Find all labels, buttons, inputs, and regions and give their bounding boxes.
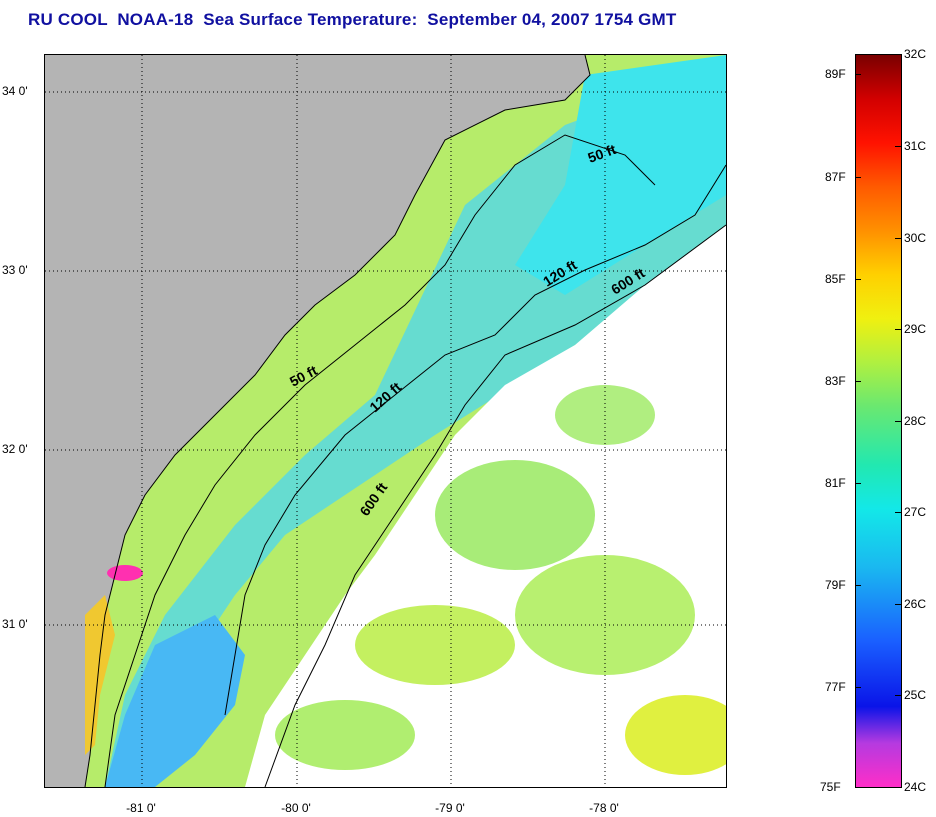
lon-label-78: -78 0' [589, 801, 619, 815]
lat-label-32: 32 0' [2, 442, 28, 456]
lat-label-34: 34 0' [2, 84, 28, 98]
colorbar-label-25c: 25C [904, 688, 927, 702]
cb-tick [855, 483, 861, 484]
lat-label-31: 31 0' [2, 617, 28, 631]
cb-tick [855, 585, 861, 586]
colorbar-label-26c: 26C [904, 597, 927, 611]
colorbar-label-83f: 83F [825, 374, 846, 388]
isobath-600ft [264, 224, 726, 787]
sst-map: 50 ft 50 ft 120 ft 120 ft 600 ft 600 ft [44, 54, 727, 788]
upper-cyan-water [515, 55, 726, 295]
cb-tick [855, 687, 861, 688]
lon-label-81: -81 0' [126, 801, 156, 815]
colorbar-label-87f: 87F [825, 170, 846, 184]
map-canvas: 50 ft 50 ft 120 ft 120 ft 600 ft 600 ft [45, 55, 726, 787]
offshore-patch-4 [625, 695, 726, 775]
cb-tick [895, 604, 901, 605]
isobath-120ft [224, 164, 726, 716]
colorbar-label-27c: 27C [904, 505, 927, 519]
land-mass [45, 55, 590, 787]
colorbar-label-81f: 81F [825, 476, 846, 490]
colorbar-label-30c: 30C [904, 231, 927, 245]
cb-tick [895, 512, 901, 513]
colorbar-label-85f: 85F [825, 272, 846, 286]
cb-tick [895, 695, 901, 696]
hot-spot [107, 565, 143, 581]
cb-tick [895, 146, 901, 147]
cold-patch [105, 615, 245, 787]
colorbar-label-75f: 75F [820, 780, 841, 794]
cb-tick [895, 329, 901, 330]
cb-tick [855, 177, 861, 178]
cb-tick [895, 238, 901, 239]
isobath-50ft [104, 134, 656, 787]
temperature-colorbar [855, 54, 902, 788]
colorbar-label-29c: 29C [904, 322, 927, 336]
cb-tick [855, 74, 861, 75]
lat-label-33: 33 0' [2, 263, 28, 277]
warm-coastal-strip [85, 595, 115, 755]
offshore-patch-5 [275, 700, 415, 770]
lon-label-79: -79 0' [435, 801, 465, 815]
colorbar-label-28c: 28C [904, 414, 927, 428]
coastline [84, 55, 591, 787]
colorbar-label-24c: 24C [904, 780, 927, 794]
lat-lon-grid [45, 55, 726, 787]
lon-label-80: -80 0' [281, 801, 311, 815]
chart-title: RU COOL NOAA-18 Sea Surface Temperature:… [28, 10, 677, 29]
cb-tick [895, 421, 901, 422]
cb-tick [855, 279, 861, 280]
colorbar-label-77f: 77F [825, 680, 846, 694]
offshore-patch-3 [355, 605, 515, 685]
colorbar-label-32c: 32C [904, 47, 927, 61]
cb-tick [855, 381, 861, 382]
colorbar-label-79f: 79F [825, 578, 846, 592]
colorbar-label-31c: 31C [904, 139, 927, 153]
colorbar-label-89f: 89F [825, 67, 846, 81]
offshore-patch-1 [435, 460, 595, 570]
